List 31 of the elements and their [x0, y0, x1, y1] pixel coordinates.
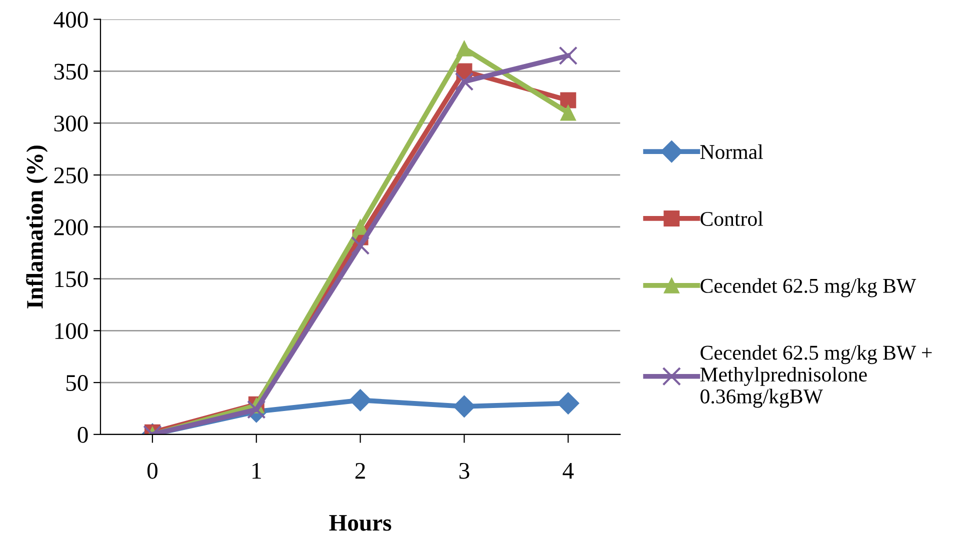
y-tick-label: 100 [55, 323, 88, 340]
x-tick-label: 0 [147, 462, 158, 479]
y-axis-title: Inflamation (%) [26, 146, 48, 308]
legend-label: Normal [700, 144, 763, 160]
x-tick-label: 3 [459, 462, 470, 479]
legend-label: Control [700, 211, 763, 226]
y-tick-label: 350 [54, 64, 88, 80]
point [453, 395, 476, 418]
point [350, 236, 370, 255]
point [557, 392, 580, 414]
point [456, 40, 472, 56]
x-tick-label: 2 [355, 462, 365, 479]
y-tick-label: 400 [54, 12, 88, 28]
point [560, 104, 576, 121]
point [349, 389, 372, 412]
point [558, 46, 578, 66]
y-tick-label: 50 [66, 375, 88, 391]
x-tick-label: 4 [562, 463, 574, 479]
y-tick-label: 250 [54, 167, 88, 184]
y-tick-label: 150 [55, 271, 88, 288]
point [247, 400, 266, 419]
y-tick-label: 300 [54, 116, 88, 132]
legend-label: Cecendet 62.5 mg/kg BW [700, 278, 916, 298]
legend-label: Cecendet 62.5 mg/kg BW + Methylprednisolone 0.36mg/kgBW [700, 345, 932, 408]
y-tick-label: 0 [78, 426, 88, 443]
x-axis-title: Hours [329, 515, 392, 531]
point [352, 218, 368, 235]
x-tick-label: 1 [252, 463, 261, 479]
y-tick-label: 200 [54, 219, 88, 236]
point [454, 72, 474, 91]
point [560, 92, 576, 108]
